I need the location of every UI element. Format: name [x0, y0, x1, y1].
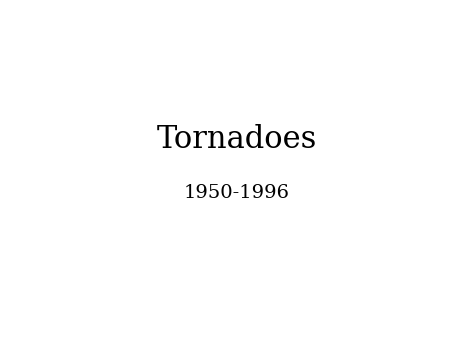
Text: Tornadoes: Tornadoes	[157, 124, 317, 155]
Text: 1950-1996: 1950-1996	[184, 184, 290, 202]
